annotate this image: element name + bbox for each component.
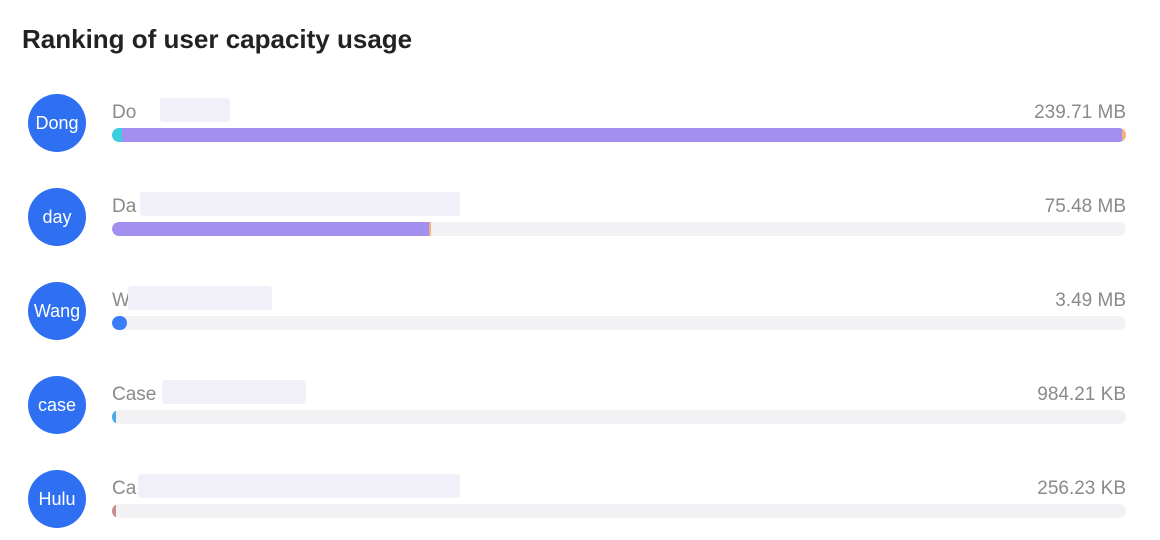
user-row: case Case 984.21 KB bbox=[0, 376, 1160, 470]
redaction bbox=[162, 380, 306, 404]
usage-bar bbox=[112, 504, 116, 518]
progress-track bbox=[112, 504, 1126, 518]
usage-label: 239.71 MB bbox=[1034, 102, 1126, 123]
usage-label: 75.48 MB bbox=[1044, 196, 1126, 217]
progress-track bbox=[112, 128, 1126, 142]
usage-label: 984.21 KB bbox=[1037, 384, 1126, 405]
user-row: day Da 75.48 MB bbox=[0, 188, 1160, 282]
title: Ranking of user capacity usage bbox=[22, 24, 413, 54]
usage-bar bbox=[112, 410, 117, 424]
user-name: Do bbox=[112, 102, 137, 123]
user-row: Wang W 3.49 MB bbox=[0, 282, 1160, 376]
bar-segment bbox=[1122, 128, 1126, 142]
bar-segment bbox=[429, 222, 432, 236]
redaction bbox=[140, 192, 460, 216]
user-name: W bbox=[112, 290, 130, 311]
bar-segment bbox=[112, 128, 122, 142]
progress-track bbox=[112, 222, 1126, 236]
avatar: case bbox=[28, 376, 86, 434]
usage-label: 3.49 MB bbox=[1055, 290, 1126, 311]
user-name: Da bbox=[112, 196, 137, 217]
redaction bbox=[160, 98, 230, 122]
usage-label: 256.23 KB bbox=[1037, 478, 1126, 499]
user-row: Dong Do 239.71 MB bbox=[0, 94, 1160, 188]
user-row: Hulu Ca 256.23 KB bbox=[0, 470, 1160, 540]
usage-bar bbox=[112, 316, 127, 330]
avatar: Hulu bbox=[28, 470, 86, 528]
avatar: Dong bbox=[28, 94, 86, 152]
user-name: Ca bbox=[112, 478, 137, 499]
user-name: Case bbox=[112, 384, 157, 405]
redaction bbox=[128, 286, 272, 310]
progress-track bbox=[112, 410, 1126, 424]
progress-track bbox=[112, 316, 1126, 330]
avatar: Wang bbox=[28, 282, 86, 340]
avatar: day bbox=[28, 188, 86, 246]
usage-bar bbox=[112, 222, 432, 236]
usage-bar bbox=[112, 128, 1126, 142]
redaction bbox=[138, 474, 460, 498]
